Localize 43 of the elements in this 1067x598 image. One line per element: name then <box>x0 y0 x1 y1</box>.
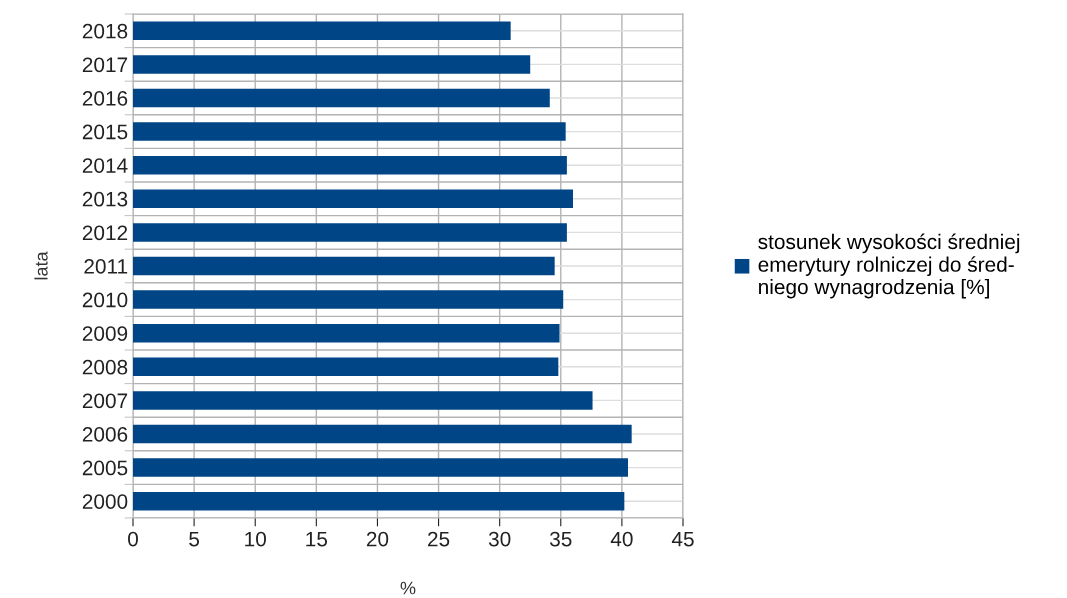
x-tick-label: 30 <box>488 531 511 547</box>
bar <box>133 357 559 377</box>
x-tick-label: 5 <box>189 531 200 547</box>
x-tick-label: 25 <box>428 531 450 547</box>
bar <box>133 256 555 276</box>
y-tick-label: 2006 <box>82 427 128 442</box>
y-tick-label: 2017 <box>82 57 128 73</box>
y-tick-label: 2015 <box>82 124 128 140</box>
y-tick-label: 2009 <box>82 326 128 341</box>
y-tick-label: 2012 <box>82 225 128 241</box>
y-tick-label: 2008 <box>82 359 128 375</box>
x-tick-label: 20 <box>366 531 389 547</box>
bar <box>133 391 593 410</box>
x-tick-label: 10 <box>245 531 266 547</box>
bar <box>133 424 632 444</box>
bar <box>133 323 560 343</box>
y-axis-title: lata <box>34 251 48 280</box>
bar <box>133 21 511 41</box>
x-tick-label: 45 <box>671 531 694 547</box>
bar <box>133 122 566 141</box>
x-tick-label: 15 <box>306 531 328 547</box>
bar <box>133 458 628 477</box>
x-tick-label: 0 <box>128 531 138 547</box>
bar <box>133 189 573 209</box>
y-tick-label: 2005 <box>82 460 128 476</box>
bar <box>133 88 550 108</box>
y-tick-label: 2018 <box>82 23 128 39</box>
y-tick-label: 2014 <box>82 158 128 173</box>
bar <box>133 55 531 74</box>
y-tick-label: 2007 <box>82 393 128 409</box>
y-tick-label: 2010 <box>82 292 128 308</box>
y-tick-label: 2016 <box>82 91 128 106</box>
legend-label: stosunek wysokości średniej emerytury rolniczej do śred- niego wynagrodzenia [%] <box>758 233 1020 299</box>
bar <box>133 155 567 175</box>
bar <box>133 223 567 242</box>
x-tick-label: 35 <box>549 531 572 547</box>
x-axis-title: % <box>400 581 416 595</box>
bar <box>133 290 564 309</box>
y-tick-label: 2000 <box>82 494 128 509</box>
bar <box>133 491 625 511</box>
x-tick-label: 40 <box>610 531 633 547</box>
y-tick-label: 2011 <box>84 259 128 274</box>
y-tick-label: 2013 <box>82 191 128 207</box>
